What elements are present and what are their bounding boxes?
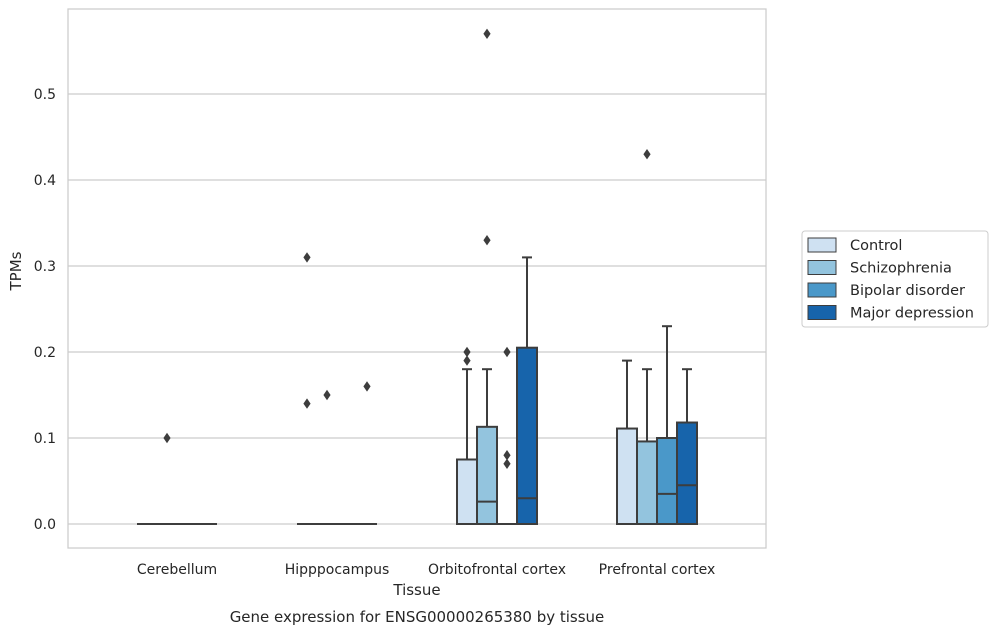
outlier-point: [483, 28, 491, 39]
chart-caption: Gene expression for ENSG00000265380 by t…: [230, 608, 605, 626]
legend-label: Control: [850, 238, 902, 254]
y-tick-label: 0.0: [34, 517, 56, 533]
legend-label: Bipolar disorder: [850, 283, 965, 299]
outlier-point: [303, 398, 311, 409]
box-schizophrenia-3: [636, 149, 658, 525]
outlier-point: [503, 346, 511, 358]
x-tick-label: Hipppocampus: [285, 562, 390, 578]
y-tick-label: 0.5: [34, 87, 56, 103]
box-schizophrenia-1: [317, 389, 337, 525]
legend: Control Schizophrenia Bipolar disorder Majo…: [801, 230, 989, 328]
legend-swatch: [807, 237, 837, 253]
x-axis-label: Tissue: [392, 581, 440, 599]
box-body: [616, 427, 638, 526]
x-tick-labels: Cerebellum Hipppocampus Orbitofrontal cort…: [137, 562, 715, 578]
box-body: [516, 346, 538, 526]
outlier-point: [503, 458, 511, 469]
y-tick-label: 0.1: [34, 431, 56, 447]
legend-swatch: [807, 305, 837, 320]
box-control-3: [616, 359, 638, 526]
y-tick-label: 0.3: [34, 259, 56, 275]
y-tick-label: 0.2: [34, 345, 56, 361]
outlier-point: [363, 381, 371, 392]
legend-label: Major depression: [850, 306, 974, 322]
box-body: [676, 421, 698, 525]
box-schizophrenia-2: [476, 28, 498, 526]
outlier-point: [463, 355, 471, 366]
legend-frame: [801, 230, 989, 328]
box-control-1: [297, 252, 317, 525]
outlier-point: [503, 450, 511, 461]
outlier-point: [483, 235, 491, 246]
box-schizophrenia-0: [157, 432, 177, 525]
x-tick-label: Prefrontal cortex: [599, 562, 716, 578]
plot-frame: [67, 8, 767, 549]
y-tick-label: 0.4: [34, 173, 56, 189]
box-major-depression-1: [357, 381, 377, 525]
box-major-depression-2: [516, 256, 538, 526]
box-body: [656, 437, 678, 525]
box-body: [476, 425, 498, 526]
box-body: [636, 440, 658, 525]
boxes-layer: [137, 28, 698, 526]
outlier-point: [303, 252, 311, 263]
y-axis-label: TPMs: [7, 251, 25, 291]
outlier-point: [463, 346, 471, 358]
legend-swatch: [807, 260, 837, 275]
y-tick-labels: 0.0 0.1 0.2 0.3 0.4 0.5: [34, 87, 56, 533]
outlier-point: [163, 432, 171, 444]
x-tick-label: Orbitofrontal cortex: [428, 562, 566, 578]
box-bipolar-disorder-2: [497, 346, 517, 525]
box-major-depression-3: [676, 368, 698, 525]
outlier-point: [643, 149, 651, 160]
box-control-2: [456, 346, 478, 525]
box-body: [456, 458, 478, 525]
x-tick-label: Cerebellum: [137, 562, 217, 578]
legend-label: Schizophrenia: [850, 261, 952, 277]
legend-swatch: [807, 282, 837, 298]
outlier-point: [323, 389, 331, 401]
